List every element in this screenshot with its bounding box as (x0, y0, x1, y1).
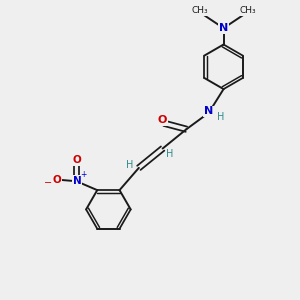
Text: +: + (80, 170, 86, 179)
Text: CH₃: CH₃ (239, 6, 256, 15)
Text: O: O (53, 175, 62, 185)
Text: −: − (44, 178, 52, 188)
Text: N: N (204, 106, 213, 116)
Text: CH₃: CH₃ (191, 6, 208, 15)
Text: N: N (73, 176, 81, 186)
Text: O: O (72, 155, 81, 165)
Text: N: N (219, 23, 228, 33)
Text: H: H (217, 112, 224, 122)
Text: H: H (126, 160, 134, 170)
Text: O: O (158, 115, 167, 125)
Text: H: H (167, 149, 174, 160)
